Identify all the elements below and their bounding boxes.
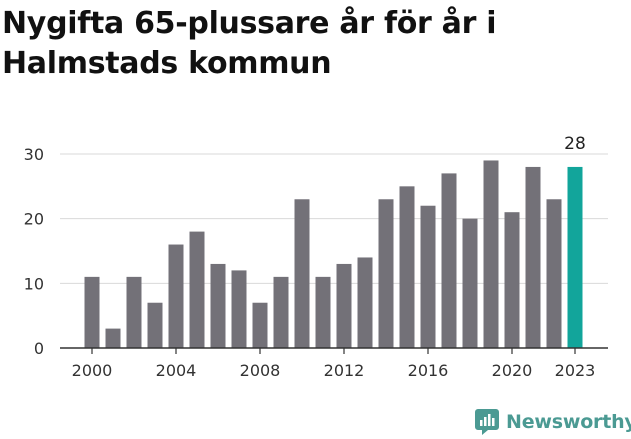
bar-2009 [273, 276, 289, 348]
bar-2004 [168, 244, 184, 348]
bar-2012 [336, 263, 352, 348]
bar-2018 [462, 218, 478, 348]
bar-2022 [546, 199, 562, 348]
bar-2002 [126, 276, 142, 348]
bar-2017 [441, 173, 457, 348]
bar-2013 [357, 257, 373, 348]
bars [84, 160, 583, 348]
y-tick-label-10: 10 [24, 274, 44, 293]
bar-2015 [399, 186, 415, 348]
bar-2008 [252, 302, 268, 348]
bar-2016 [420, 205, 436, 348]
bar-2006 [210, 263, 226, 348]
bar-2020 [504, 212, 520, 348]
newsworthy-logo-icon [475, 409, 499, 435]
y-tick-label-20: 20 [24, 210, 44, 229]
bar-2007 [231, 270, 247, 348]
bar-2019 [483, 160, 499, 348]
chart-title: Nygifta 65-plussare år för år i Halmstad… [2, 6, 497, 81]
bar-2023 [567, 166, 583, 348]
y-axis: 0 10 20 30 [24, 145, 44, 358]
bar-2003 [147, 302, 163, 348]
x-tick-label-2000: 2000 [72, 361, 113, 380]
bar-2021 [525, 166, 541, 348]
x-tick-label-2016: 2016 [408, 361, 449, 380]
bar-2001 [105, 328, 121, 348]
bar-2011 [315, 276, 331, 348]
bar-2005 [189, 231, 205, 348]
bar-2014 [378, 199, 394, 348]
data-label-2023: 28 [564, 134, 586, 154]
brand-name: Newsworthy [506, 411, 631, 433]
y-tick-label-0: 0 [34, 339, 44, 358]
x-axis: 2000 2004 2008 2012 2016 2020 2023 [60, 347, 608, 380]
x-tick-label-2004: 2004 [156, 361, 197, 380]
brand-logo: Newsworthy [475, 406, 631, 438]
x-tick-label-2023: 2023 [555, 361, 596, 380]
x-tick-label-2008: 2008 [240, 361, 281, 380]
y-tick-label-30: 30 [24, 145, 44, 164]
annotations: 28 [564, 134, 586, 154]
bar-2010 [294, 199, 310, 348]
x-tick-label-2020: 2020 [492, 361, 533, 380]
x-tick-label-2012: 2012 [324, 361, 365, 380]
bar-2000 [84, 276, 100, 348]
